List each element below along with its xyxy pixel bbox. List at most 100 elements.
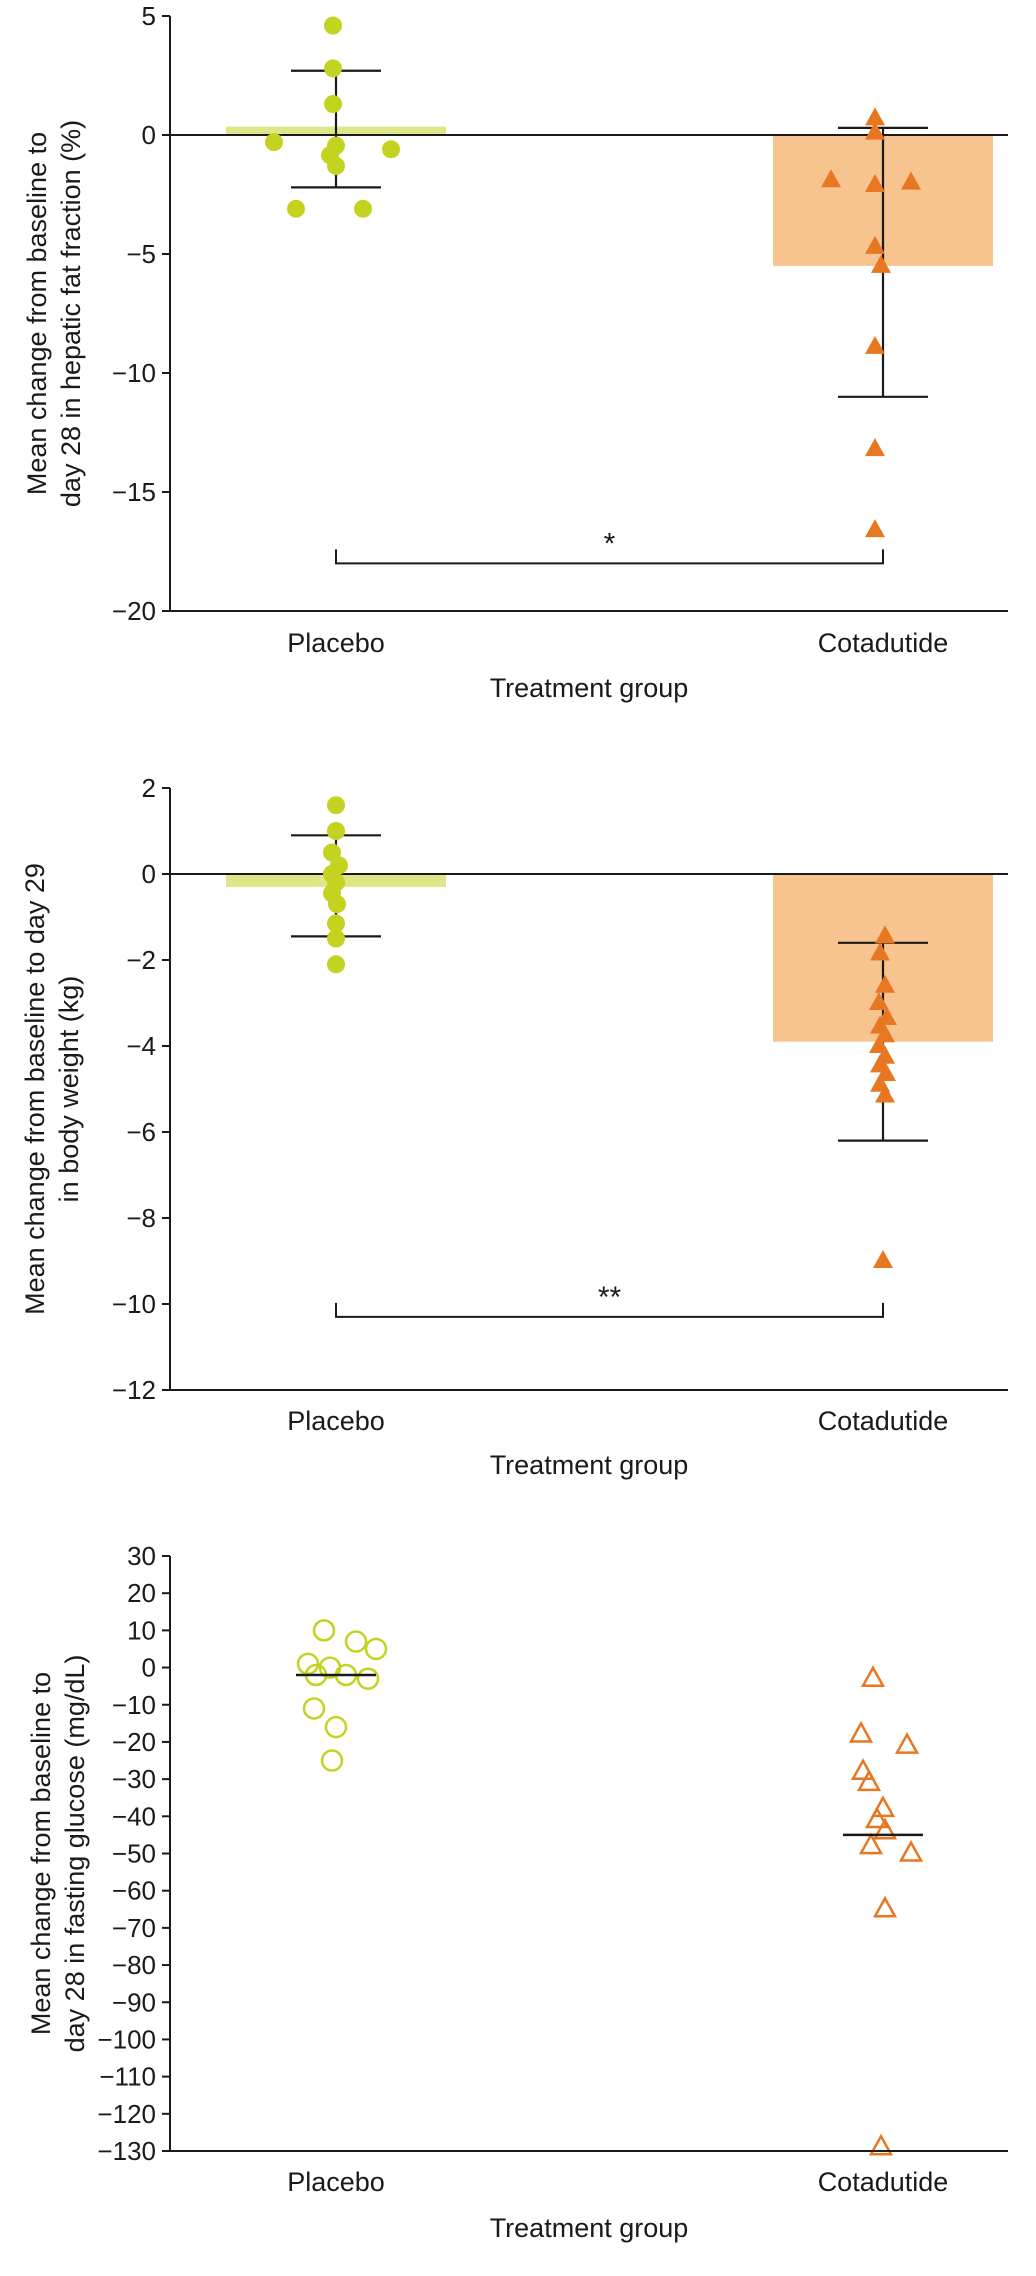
y-tick-label: 2: [142, 773, 156, 803]
y-tick-label: −100: [97, 2024, 156, 2054]
cotadutide-data-point: [875, 925, 895, 944]
y-tick-label: −60: [112, 1876, 156, 1906]
y-axis-title-line: Mean change from baseline to: [26, 1672, 56, 2035]
y-axis-title-line: Mean change from baseline to day 29: [20, 863, 50, 1315]
x-tick-label-cotadutide: Cotadutide: [818, 1406, 949, 1436]
placebo-data-point: [324, 95, 342, 114]
placebo-data-point: [364, 1637, 388, 1661]
x-axis-title: Treatment group: [490, 673, 689, 703]
cotadutide-data-point: [868, 2133, 894, 2156]
y-tick-label: 10: [127, 1615, 156, 1645]
placebo-data-point: [320, 1749, 344, 1772]
y-tick-label: −50: [112, 1839, 156, 1869]
placebo-data-point: [327, 796, 345, 815]
cotadutide-data-point: [848, 1720, 874, 1743]
cotadutide-data-point: [865, 107, 885, 126]
x-tick-label-cotadutide: Cotadutide: [818, 2167, 949, 2197]
cotadutide-data-point: [872, 1817, 898, 1840]
y-tick-label: −30: [112, 1764, 156, 1794]
cotadutide-data-point: [865, 235, 885, 254]
y-tick-label: −130: [97, 2136, 156, 2166]
cotadutide-data-point: [873, 1250, 893, 1268]
y-tick-label: −80: [112, 1950, 156, 1980]
y-tick-label: 0: [142, 1653, 156, 1683]
placebo-data-point: [265, 133, 283, 152]
cotadutide-data-point: [860, 1665, 886, 1687]
x-axis-title: Treatment group: [490, 1450, 689, 1480]
y-tick-label: −5: [126, 239, 156, 269]
y-tick-label: −20: [112, 1727, 156, 1757]
placebo-data-point: [354, 199, 372, 218]
cotadutide-data-point: [870, 1795, 896, 1818]
cotadutide-data-point: [870, 942, 890, 961]
chart-hepatic-fat-fraction: * 5 0 −5 −10 −15 −20 Placebo Cotadutide Treatment…: [0, 0, 1036, 720]
placebo-data-point: [344, 1630, 368, 1653]
significance-bracket: [335, 549, 884, 565]
cotadutide-data-point: [875, 1084, 895, 1103]
placebo-data-point: [327, 929, 345, 948]
y-tick-label: 0: [142, 859, 156, 889]
cotadutide-data-point: [898, 1839, 924, 1862]
cotadutide-data-point: [869, 992, 889, 1010]
cotadutide-data-point: [871, 254, 891, 273]
y-tick-label: −90: [112, 1987, 156, 2017]
x-axis-title: Treatment group: [490, 2213, 689, 2243]
placebo-data-point: [312, 1619, 336, 1642]
y-tick-label: 5: [142, 1, 156, 31]
y-tick-label: −110: [99, 2062, 156, 2092]
y-tick-label: −15: [112, 477, 156, 507]
cotadutide-data-point: [850, 1758, 876, 1780]
y-tick-label: −10: [112, 358, 156, 388]
hepatic-fat-chart-canvas: * 5 0 −5 −10 −15 −20 Placebo Cotadutide Treatment…: [22, 1, 1008, 703]
y-tick-label: 30: [127, 1541, 156, 1571]
cotadutide-data-point: [894, 1732, 920, 1754]
y-tick-label: 0: [142, 120, 156, 150]
placebo-data-point: [327, 156, 345, 175]
cotadutide-data-point: [872, 1895, 898, 1918]
placebo-data-point: [324, 59, 342, 78]
placebo-data-point: [324, 16, 342, 35]
significance-label: *: [604, 527, 616, 560]
placebo-data-point: [327, 955, 345, 974]
significance-bracket: [335, 1302, 884, 1318]
y-tick-label: −2: [126, 945, 156, 975]
y-tick-label: −120: [97, 2099, 156, 2129]
chart-body-weight: ** 2 0 −2 −4 −6 −8 −10 −12 Placebo Cotadutide Treat…: [0, 720, 1036, 1500]
x-tick-label-placebo: Placebo: [287, 1406, 385, 1436]
y-axis-title-line: Mean change from baseline to: [22, 132, 52, 495]
placebo-data-point: [287, 199, 305, 218]
cotadutide-data-point: [901, 171, 921, 190]
cotadutide-data-point: [858, 1832, 884, 1855]
body-weight-chart-canvas: ** 2 0 −2 −4 −6 −8 −10 −12 Placebo Cotadutide Treat…: [20, 773, 1008, 1480]
y-tick-label: −10: [112, 1289, 156, 1319]
y-tick-label: −4: [126, 1031, 156, 1061]
y-tick-label: 20: [127, 1578, 156, 1608]
y-tick-label: −6: [126, 1117, 156, 1147]
cotadutide-data-point: [865, 335, 885, 354]
placebo-data-point: [328, 895, 346, 914]
y-axis-title-line: day 28 in fasting glucose (mg/dL): [60, 1655, 90, 2053]
cotadutide-data-point: [856, 1769, 882, 1792]
y-tick-label: −20: [112, 596, 156, 626]
significance-label: **: [598, 1281, 622, 1314]
placebo-data-point: [356, 1667, 380, 1690]
y-axis-title-line: in body weight (kg): [54, 976, 84, 1203]
y-tick-label: −10: [112, 1690, 156, 1720]
placebo-data-point: [327, 822, 345, 840]
x-tick-label-cotadutide: Cotadutide: [818, 628, 949, 658]
y-tick-label: −12: [112, 1375, 156, 1405]
cotadutide-data-point: [864, 1806, 890, 1829]
placebo-data-point: [324, 1715, 348, 1739]
placebo-data-point: [327, 914, 345, 933]
chart-fasting-glucose: 30 20 10 0 −10 −20 −30 −40 −50 −60 −70 −80 −90 −100 −1…: [0, 1500, 1036, 2276]
x-tick-label-placebo: Placebo: [287, 628, 385, 658]
y-axis-title-line: day 28 in hepatic fat fraction (%): [56, 120, 86, 507]
cotadutide-data-point: [865, 438, 885, 457]
placebo-data-point: [382, 140, 400, 159]
y-tick-label: −8: [126, 1203, 156, 1233]
cotadutide-data-point: [865, 519, 885, 538]
cotadutide-data-point: [865, 173, 885, 192]
cotadutide-data-point: [875, 974, 895, 993]
x-tick-label-placebo: Placebo: [287, 2167, 385, 2197]
